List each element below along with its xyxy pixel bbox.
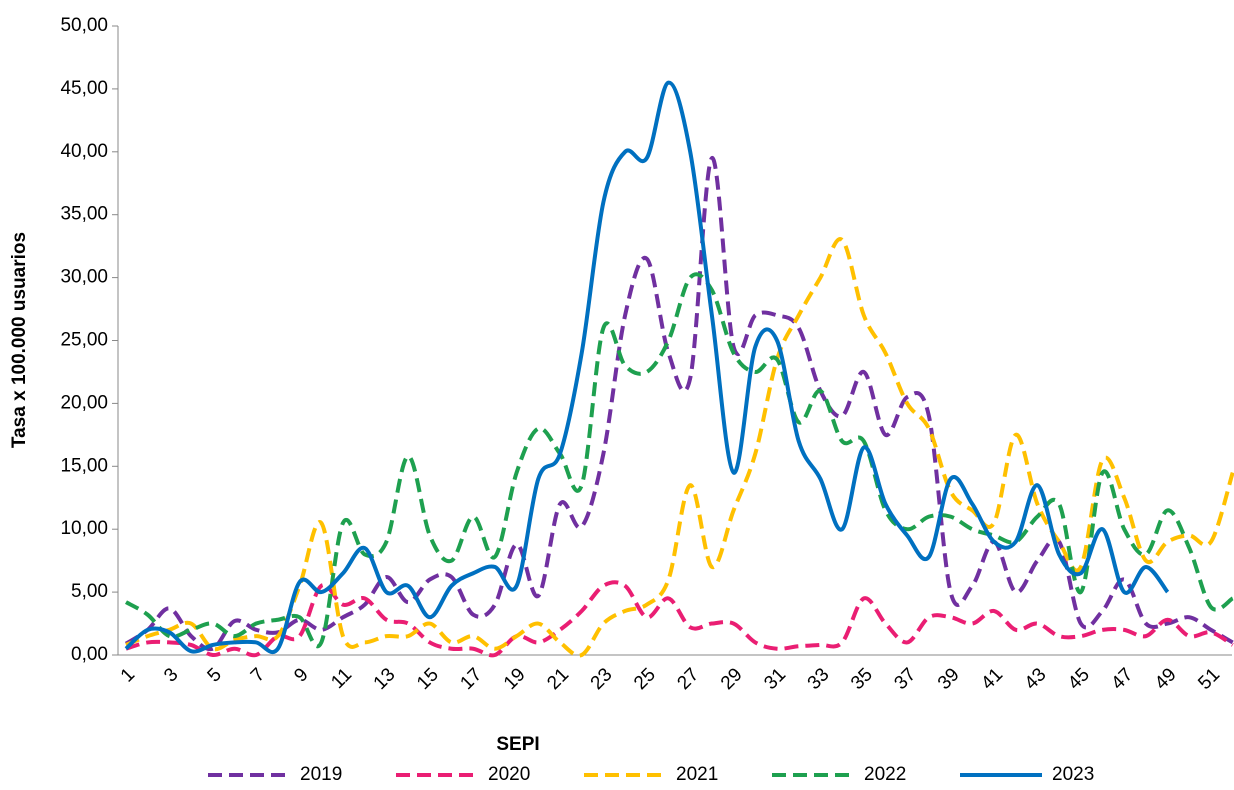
x-tick-label: 31 bbox=[760, 664, 790, 694]
x-tick-label: 33 bbox=[804, 664, 834, 694]
x-tick-label: 9 bbox=[290, 664, 312, 686]
x-tick-label: 3 bbox=[160, 664, 182, 686]
x-tick-label: 29 bbox=[717, 664, 747, 694]
legend-label: 2019 bbox=[300, 764, 342, 785]
x-tick-label: 11 bbox=[327, 664, 356, 693]
series-line bbox=[124, 80, 1170, 655]
x-tick-label: 45 bbox=[1064, 664, 1094, 694]
x-tick-label: 13 bbox=[370, 664, 400, 694]
y-tick-label: 25,00 bbox=[60, 330, 108, 351]
x-tick-label: 51 bbox=[1194, 664, 1224, 694]
legend-label: 2021 bbox=[676, 764, 718, 785]
x-tick-label: 49 bbox=[1151, 664, 1181, 694]
x-tick-label: 37 bbox=[890, 664, 920, 694]
y-tick-label: 15,00 bbox=[60, 455, 108, 476]
legend-label: 2022 bbox=[864, 764, 906, 785]
x-tick-label: 39 bbox=[934, 664, 964, 694]
x-axis-title: SEPI bbox=[496, 734, 539, 755]
x-tick-label: 25 bbox=[630, 664, 660, 694]
y-tick-label: 0,00 bbox=[71, 644, 108, 665]
y-tick-label: 40,00 bbox=[60, 141, 108, 162]
y-axis-title: Tasa x 100.000 usuarios bbox=[9, 232, 30, 448]
x-tick-label: 47 bbox=[1107, 664, 1137, 694]
x-tick-label: 7 bbox=[247, 664, 269, 686]
y-tick-label: 30,00 bbox=[60, 267, 108, 288]
y-tick-label: 10,00 bbox=[60, 518, 108, 539]
y-tick-label: 20,00 bbox=[60, 392, 108, 413]
y-tick-label: 50,00 bbox=[60, 15, 108, 36]
x-tick-label: 35 bbox=[847, 664, 877, 694]
x-tick-label: 1 bbox=[117, 664, 139, 686]
series-line bbox=[124, 156, 1234, 652]
x-tick-label: 15 bbox=[413, 664, 443, 694]
series-line bbox=[125, 580, 1234, 658]
series-line bbox=[124, 272, 1234, 649]
x-tick-label: 41 bbox=[977, 664, 1007, 694]
series-line bbox=[125, 237, 1234, 658]
x-tick-label: 5 bbox=[204, 664, 226, 686]
x-tick-label: 43 bbox=[1021, 664, 1051, 694]
y-tick-label: 45,00 bbox=[60, 78, 108, 99]
x-tick-label: 19 bbox=[500, 664, 530, 694]
y-tick-label: 35,00 bbox=[60, 204, 108, 225]
x-tick-label: 27 bbox=[673, 664, 703, 694]
x-tick-label: 23 bbox=[587, 664, 617, 694]
x-tick-label: 21 bbox=[543, 664, 573, 694]
y-tick-label: 5,00 bbox=[71, 581, 108, 602]
legend-label: 2020 bbox=[488, 764, 530, 785]
x-tick-label: 17 bbox=[456, 664, 486, 694]
legend-label: 2023 bbox=[1052, 764, 1094, 785]
